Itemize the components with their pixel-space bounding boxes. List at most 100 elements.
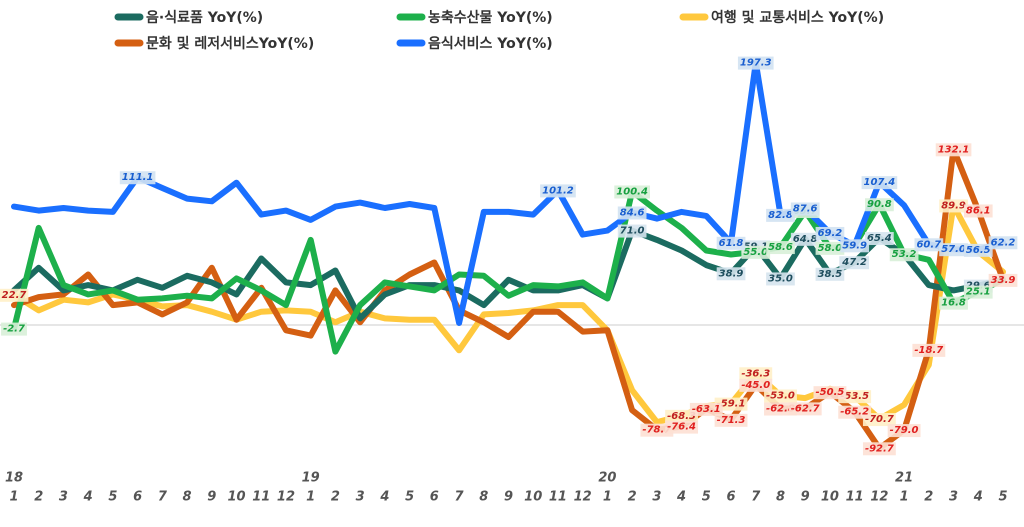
- value-label-text: 25.1: [966, 287, 991, 298]
- x-tick-label: 6: [133, 490, 142, 505]
- value-label: 56.5: [963, 243, 993, 257]
- value-label-bg: [861, 176, 898, 190]
- value-label: 16.8: [939, 296, 968, 310]
- value-label: 22.7: [0, 288, 29, 302]
- value-label: -45.0: [739, 378, 773, 392]
- x-tick-label: 7: [455, 490, 465, 505]
- value-label-text: -2.7: [3, 324, 25, 335]
- value-label: 101.2: [540, 184, 576, 198]
- legend-label: 여행 및 교통서비스 YoY(%): [711, 9, 884, 26]
- x-tick-label: 12: [574, 490, 592, 505]
- value-label-bg: [838, 390, 872, 404]
- year-label: 19: [302, 471, 320, 486]
- value-label-text: 90.8: [867, 199, 892, 210]
- value-label-text: 38.9: [719, 268, 744, 279]
- value-label-text: 111.1: [122, 172, 154, 183]
- value-label-bg: [788, 402, 822, 416]
- x-tick-label: 11: [252, 490, 270, 505]
- x-tick-label: 5: [702, 490, 711, 505]
- value-label-bg: [766, 208, 795, 222]
- value-label-bg: [764, 389, 797, 403]
- value-label-bg: [935, 143, 972, 157]
- value-label: 197.3: [737, 56, 774, 70]
- x-tick-label: 3: [652, 490, 661, 505]
- value-label-text: 38.5: [818, 269, 843, 280]
- value-label-text: 82.8: [768, 210, 793, 221]
- value-label: -63.1: [689, 402, 723, 416]
- value-label-bg: [766, 272, 795, 286]
- x-tick-label: 1: [900, 490, 909, 505]
- x-tick-label: 10: [821, 490, 839, 505]
- value-label-bg: [665, 420, 699, 434]
- value-label: 55.0: [741, 245, 771, 259]
- value-label-bg: [939, 296, 968, 310]
- x-tick-label: 10: [524, 490, 542, 505]
- value-label-bg: [813, 386, 847, 400]
- value-label-bg: [838, 405, 872, 419]
- year-label: 20: [598, 471, 616, 486]
- value-label-text: -92.7: [865, 443, 894, 454]
- value-label: 64.8: [790, 232, 820, 246]
- value-label-bg: [764, 402, 797, 416]
- x-tick-label: 3: [949, 490, 958, 505]
- value-label: -59.1: [714, 397, 748, 411]
- value-label-bg: [739, 378, 773, 392]
- value-label-text: -70.7: [865, 414, 894, 425]
- value-label-text: 58.0: [818, 243, 843, 254]
- x-tick-label: 4: [676, 490, 686, 505]
- value-label-bg: [665, 409, 699, 423]
- value-label-text: 132.1: [938, 144, 970, 155]
- value-label-text: 84.6: [620, 207, 645, 218]
- value-label-text: 107.4: [864, 177, 896, 188]
- value-label: 86.1: [963, 204, 993, 218]
- value-label-bg: [963, 243, 993, 257]
- value-label-text: 53.2: [892, 249, 917, 260]
- value-label-text: -76.4: [667, 422, 696, 433]
- value-label-bg: [716, 267, 746, 281]
- value-label-bg: [887, 424, 921, 438]
- value-label-bg: [963, 285, 993, 299]
- value-label: 61.8: [716, 236, 746, 250]
- value-label-text: -65.2: [840, 407, 869, 418]
- value-label-bg: [815, 226, 845, 240]
- x-tick-label: 9: [801, 490, 810, 505]
- value-label-bg: [640, 423, 674, 437]
- value-label-text: 55.0: [743, 247, 768, 258]
- value-label-bg: [988, 236, 1018, 250]
- value-label: 82.8: [766, 208, 795, 222]
- x-tick-label: 2: [34, 490, 43, 505]
- value-label-bg: [739, 367, 773, 381]
- year-label: 18: [5, 471, 23, 486]
- value-label-bg: [865, 232, 894, 246]
- value-label: 33.9: [988, 273, 1018, 287]
- value-label: 59.9: [840, 239, 870, 253]
- x-tick-label: 9: [504, 490, 513, 505]
- value-label: 38.9: [716, 267, 746, 281]
- value-label-text: 62.2: [991, 237, 1016, 248]
- value-label-bg: [617, 224, 647, 238]
- value-label: -53.5: [838, 390, 872, 404]
- x-tick-label: 6: [430, 490, 439, 505]
- value-label: -76.4: [665, 420, 699, 434]
- value-label-bg: [540, 184, 576, 198]
- value-label: 58.0: [815, 241, 845, 255]
- value-label: 84.6: [617, 206, 647, 220]
- value-label: 87.6: [790, 202, 820, 216]
- value-label-bg: [0, 288, 29, 302]
- x-tick-label: 6: [727, 490, 736, 505]
- value-label-text: -18.7: [914, 345, 943, 356]
- value-label-text: -59.1: [717, 399, 746, 410]
- value-label-text: 58.6: [768, 242, 793, 253]
- value-label-bg: [815, 241, 845, 255]
- value-label: 60.7: [914, 238, 944, 252]
- value-label: 25.1: [963, 285, 993, 299]
- value-label: -70.7: [862, 413, 896, 427]
- value-label-bg: [939, 199, 968, 213]
- value-label-bg: [912, 343, 946, 357]
- value-label-bg: [614, 185, 650, 199]
- value-label-text: -62.7: [791, 403, 820, 414]
- value-label: -68.3: [665, 409, 699, 423]
- x-tick-label: 5: [405, 490, 414, 505]
- value-label: 38.5: [815, 267, 845, 281]
